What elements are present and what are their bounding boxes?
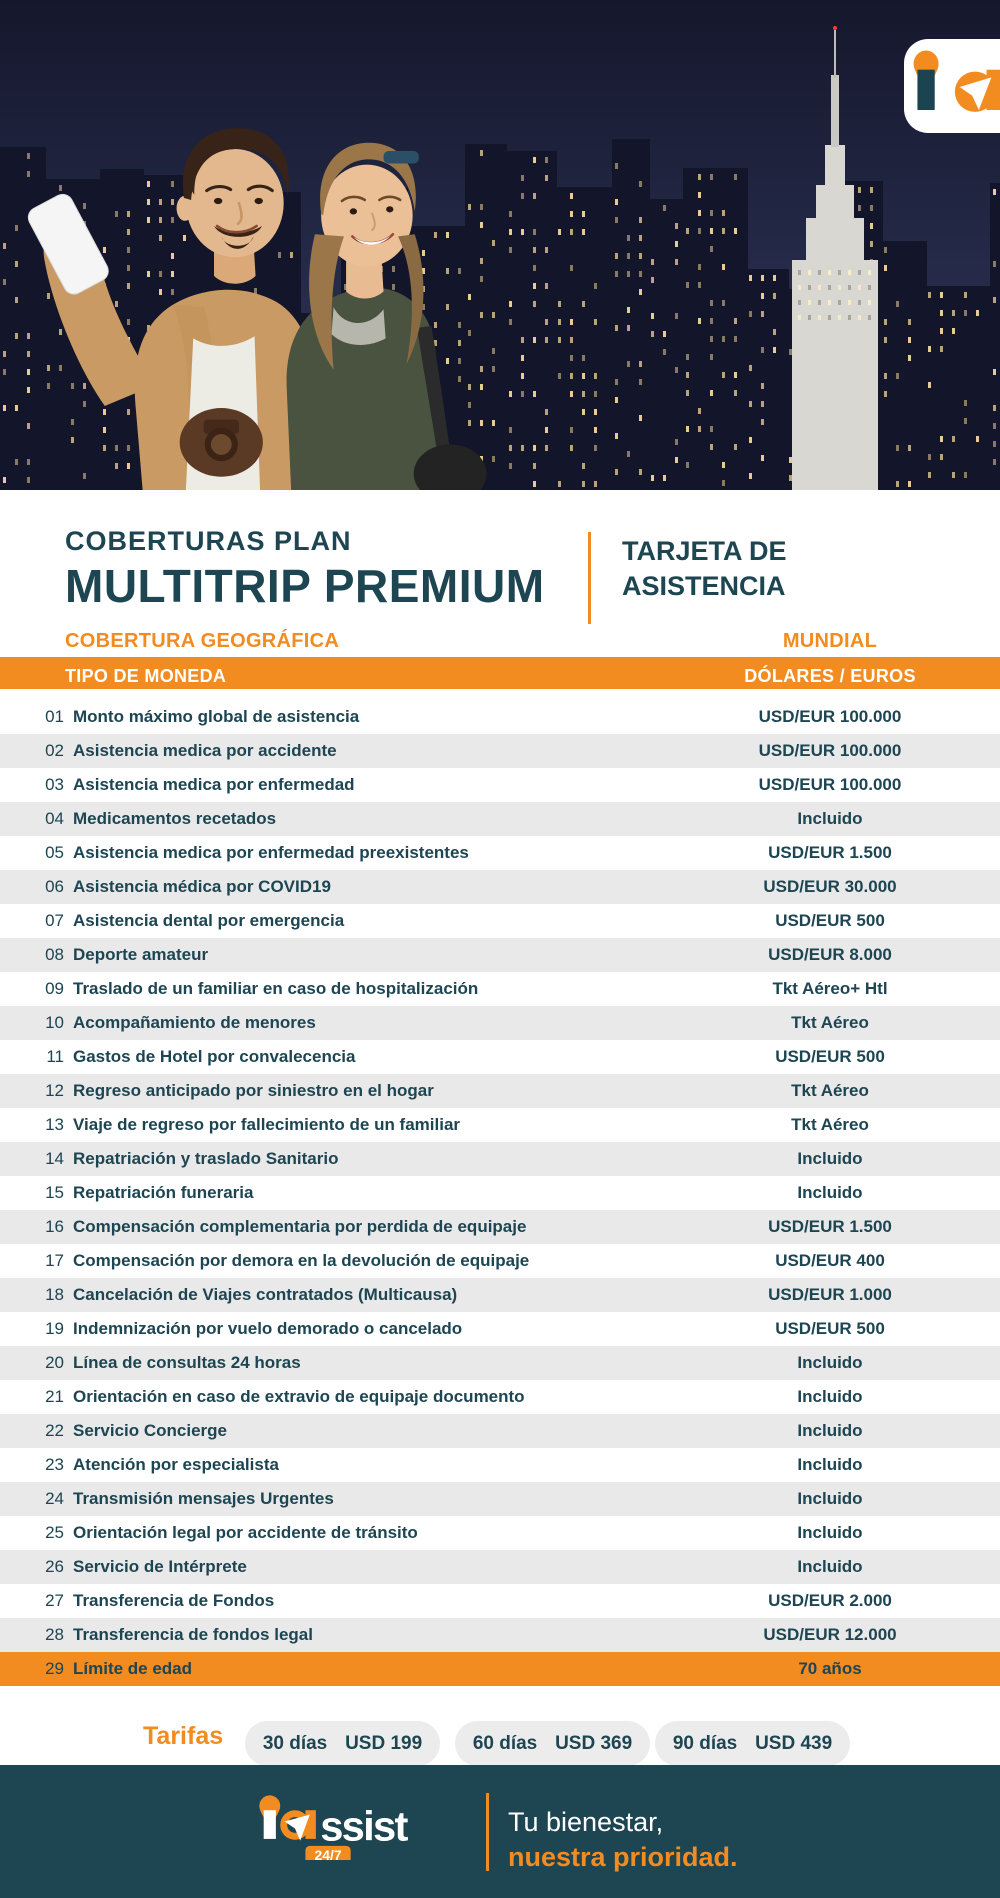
svg-text:ssist: ssist <box>320 1803 408 1850</box>
svg-text:24/7: 24/7 <box>315 1847 342 1860</box>
